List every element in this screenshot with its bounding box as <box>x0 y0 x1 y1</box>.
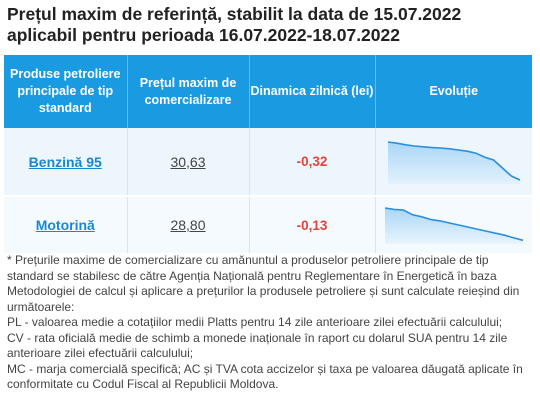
methodology-note: * Prețurile maxime de comercializare cu … <box>7 253 531 393</box>
trend-line <box>387 140 521 181</box>
fuel-price-table: Produse petroliere principale de tip sta… <box>4 55 532 253</box>
header-max-price: Prețul maxim de comercializare <box>127 55 250 128</box>
note-paragraph: * Prețurile maxime de comercializare cu … <box>7 253 520 314</box>
table-header-row: Produse petroliere principale de tip sta… <box>4 55 532 128</box>
header-products: Produse petroliere principale de tip sta… <box>4 55 128 128</box>
page-title: Prețul maxim de referință, stabilit la d… <box>7 4 533 46</box>
header-daily-dynamics: Dinamica zilnică (lei) <box>249 55 376 128</box>
trend-line <box>384 207 523 242</box>
daily-delta-value: -0,32 <box>296 154 328 169</box>
daily-delta-value: -0,13 <box>296 217 328 233</box>
note-paragraph: PL - valoarea medie a cotațiilor medii P… <box>7 315 503 329</box>
product-link-motorina[interactable]: Motorină <box>35 217 95 233</box>
note-paragraph: CV - rata oficială medie de schimb a mon… <box>7 330 508 361</box>
header-evolution: Evoluție <box>375 55 532 128</box>
trend-sparkline-benzina <box>387 140 521 184</box>
price-value: 28,80 <box>170 217 206 233</box>
table-row: Benzină 95 30,63 -0,32 <box>4 128 532 197</box>
title-line-1: Prețul maxim de referință, stabilit la d… <box>7 4 462 24</box>
trend-sparkline-motorina <box>384 207 523 244</box>
trend-area <box>387 141 520 184</box>
note-paragraph: MC - marja comercială specifică; AC și T… <box>7 361 523 392</box>
title-line-2: aplicabil pentru perioada 16.07.2022-18.… <box>7 25 400 45</box>
table-row: Motorină 28,80 -0,13 <box>4 196 532 253</box>
product-link-benzina-95[interactable]: Benzină 95 <box>28 153 102 170</box>
trend-area <box>384 208 523 244</box>
price-value: 30,63 <box>170 153 206 170</box>
